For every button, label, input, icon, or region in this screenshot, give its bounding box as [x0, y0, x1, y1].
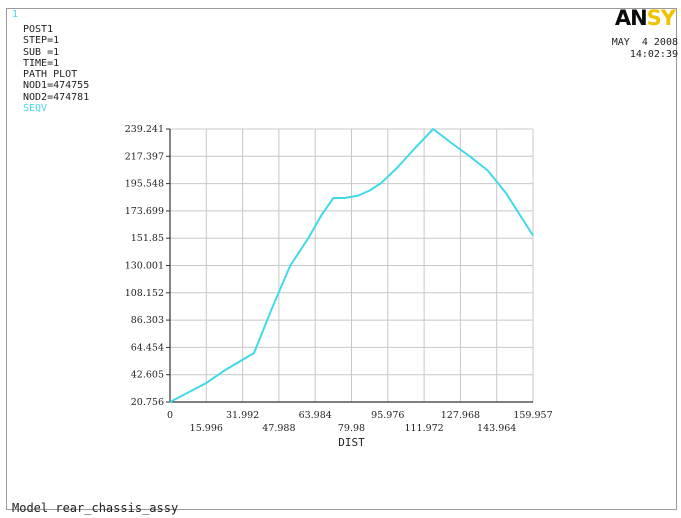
info-line-step: STEP=1: [23, 35, 60, 47]
plot-timestamp: MAY 4 2008 14:02:39: [612, 37, 678, 61]
info-line-path-plot: PATH PLOT: [23, 69, 78, 81]
y-tick-labels: 20.756 42.605 64.454 86.303 108.152 130.001 15…: [125, 124, 164, 408]
info-line-sub: SUB =1: [23, 46, 60, 58]
x-tick-label: 95.976: [371, 410, 404, 421]
plot-time: 14:02:39: [629, 49, 678, 60]
chart-axes: [166, 128, 533, 403]
y-tick-label: 108.152: [125, 288, 164, 299]
window-number: 1: [12, 9, 19, 20]
x-tick-label: 111.972: [404, 423, 443, 434]
x-tick-label: 143.964: [477, 423, 516, 434]
info-line-post: POST1: [23, 24, 54, 35]
plot-date: MAY 4 2008: [611, 37, 678, 48]
x-tick-label: 159.957: [513, 410, 552, 421]
series-line-seqv: [169, 128, 534, 403]
y-tick-label: 86.303: [131, 315, 164, 326]
x-tick-label: 15.996: [190, 423, 223, 434]
y-tick-label: 173.699: [125, 206, 164, 217]
y-tick-label: 42.605: [131, 370, 164, 381]
info-line-nod2: NOD2=474781: [23, 91, 90, 103]
plot-info-block: POST1 STEP=1 SUB =1 TIME=1 PATH PLOT NOD…: [23, 24, 89, 114]
x-tick-label: 79.98: [338, 423, 365, 434]
series-legend-label: SEQV: [23, 103, 48, 115]
model-name: Model rear_chassis_assy: [12, 501, 179, 515]
ansys-logo: ANSY: [614, 6, 676, 30]
y-tick-label: 20.756: [131, 397, 164, 408]
x-axis-title: DIST: [338, 436, 365, 449]
y-tick-label: 130.001: [125, 261, 164, 272]
chart-series: [169, 128, 534, 403]
y-tick-label: 64.454: [131, 342, 164, 353]
y-tick-label: 195.548: [125, 179, 164, 190]
info-line-time: TIME=1: [23, 57, 60, 69]
x-tick-label: 63.984: [299, 410, 332, 421]
graphics-window-frame: [6, 8, 677, 510]
x-tick-label: 47.988: [262, 423, 295, 434]
x-tick-label: 0: [167, 410, 173, 421]
x-tick-label: 127.968: [441, 410, 480, 421]
y-tick-label: 217.397: [125, 151, 164, 162]
y-tick-label: 151.85: [131, 233, 164, 244]
x-tick-label: 31.992: [226, 410, 259, 421]
info-line-nod1: NOD1=474755: [23, 80, 90, 92]
y-tick-label: 239.241: [125, 124, 164, 135]
chart-grid: [170, 128, 534, 402]
